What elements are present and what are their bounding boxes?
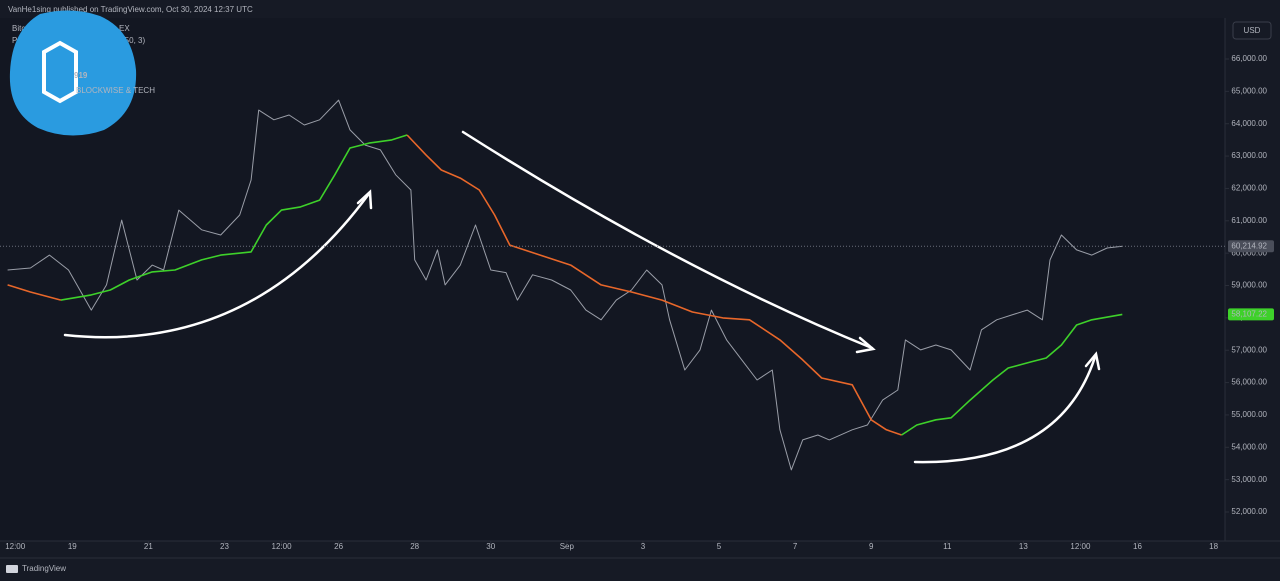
legend-fragment: Bitc (12, 24, 25, 33)
arrow-head (855, 336, 876, 354)
x-tick-label: 9 (869, 542, 874, 551)
price-tag-label: 58,107.22 (1231, 310, 1267, 319)
legend-fragment: (50, 3) (122, 36, 145, 45)
currency-box[interactable] (1232, 21, 1272, 40)
x-tick-label: 12:00 (1070, 542, 1091, 551)
logo-tagline: BLOCKWISE & TECH (76, 86, 155, 95)
x-tick-label: 23 (220, 542, 229, 551)
logo-hex (42, 40, 78, 104)
arrow (913, 355, 1097, 464)
y-tick-label: 57,000.00 (1231, 345, 1267, 354)
x-tick-label: 30 (486, 542, 495, 551)
x-tick-label: 16 (1133, 542, 1142, 551)
y-tick-label: 62,000.00 (1231, 184, 1267, 193)
y-tick-label: 52,000.00 (1231, 507, 1267, 516)
x-tick-label: 21 (144, 542, 153, 551)
currency[interactable]: USD (1244, 26, 1261, 35)
arrows (63, 130, 1101, 464)
x-tick-label: 7 (793, 542, 798, 551)
x-tick-label: Sep (560, 542, 575, 551)
y-tick-label: 60,000.00 (1231, 248, 1267, 257)
x-tick-label: 12:00 (5, 542, 26, 551)
logo: 919 BLOCKWISE & TECH (9, 10, 155, 136)
y-tick-label: 61,000.00 (1231, 216, 1267, 225)
x-tick-label: 11 (943, 542, 952, 551)
y-tick-label: 59,000.00 (1231, 281, 1267, 290)
series-line (406, 134, 902, 436)
y-tick-label: 66,000.00 (1231, 54, 1267, 63)
series-line (7, 284, 62, 301)
arrow (63, 193, 370, 339)
x-tick-label: 3 (641, 542, 646, 551)
legend-fragment: EX (119, 24, 130, 33)
arrow-head (356, 189, 373, 210)
y-tick-label: 65,000.00 (1231, 86, 1267, 95)
y-tick-label: 54,000.00 (1231, 442, 1267, 451)
price-tag (1228, 308, 1274, 321)
y-tick-label: 55,000.00 (1231, 410, 1267, 419)
footer-brand: TradingView (22, 564, 66, 573)
x-tick-label: 28 (410, 542, 419, 551)
x-tick-label: 12:00 (272, 542, 293, 551)
y-tick-label: 56,000.00 (1231, 378, 1267, 387)
series-line (7, 99, 1123, 471)
logo-number: 919 (74, 71, 88, 80)
y-tick-label: 64,000.00 (1231, 119, 1267, 128)
x-tick-label: 5 (717, 542, 722, 551)
x-tick-label: 19 (68, 542, 77, 551)
logo-blob (9, 10, 137, 136)
x-tick-label: 13 (1019, 542, 1028, 551)
series-line (901, 313, 1123, 436)
y-tick-label: 63,000.00 (1231, 151, 1267, 160)
series-line (60, 134, 408, 301)
header: VanHe1sing published on TradingView.com,… (8, 5, 253, 14)
arrow-head (1084, 351, 1101, 371)
plot-area (0, 18, 1225, 541)
x-tick-label: 26 (334, 542, 343, 551)
price-tag-label: 60,214.92 (1231, 241, 1267, 250)
arrow (461, 130, 874, 350)
x-tick-label: 18 (1209, 542, 1218, 551)
y-tick-label: 53,000.00 (1231, 475, 1267, 484)
price-tag (1228, 240, 1274, 253)
footer-icon (6, 565, 18, 573)
